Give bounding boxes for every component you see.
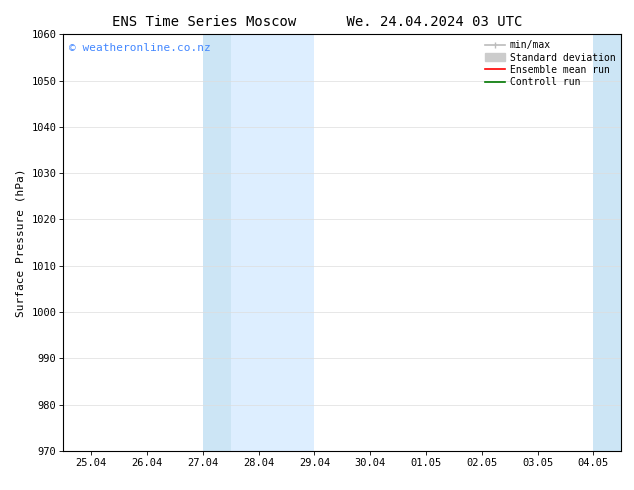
Bar [593, 34, 621, 451]
Text: © weatheronline.co.nz: © weatheronline.co.nz [69, 43, 210, 52]
Y-axis label: Surface Pressure (hPa): Surface Pressure (hPa) [16, 168, 26, 317]
Legend: min/max, Standard deviation, Ensemble mean run, Controll run: min/max, Standard deviation, Ensemble me… [482, 36, 619, 91]
Bar [621, 34, 634, 451]
Bar [203, 34, 231, 451]
Bar [231, 34, 314, 451]
Text: ENS Time Series Moscow      We. 24.04.2024 03 UTC: ENS Time Series Moscow We. 24.04.2024 03… [112, 15, 522, 29]
